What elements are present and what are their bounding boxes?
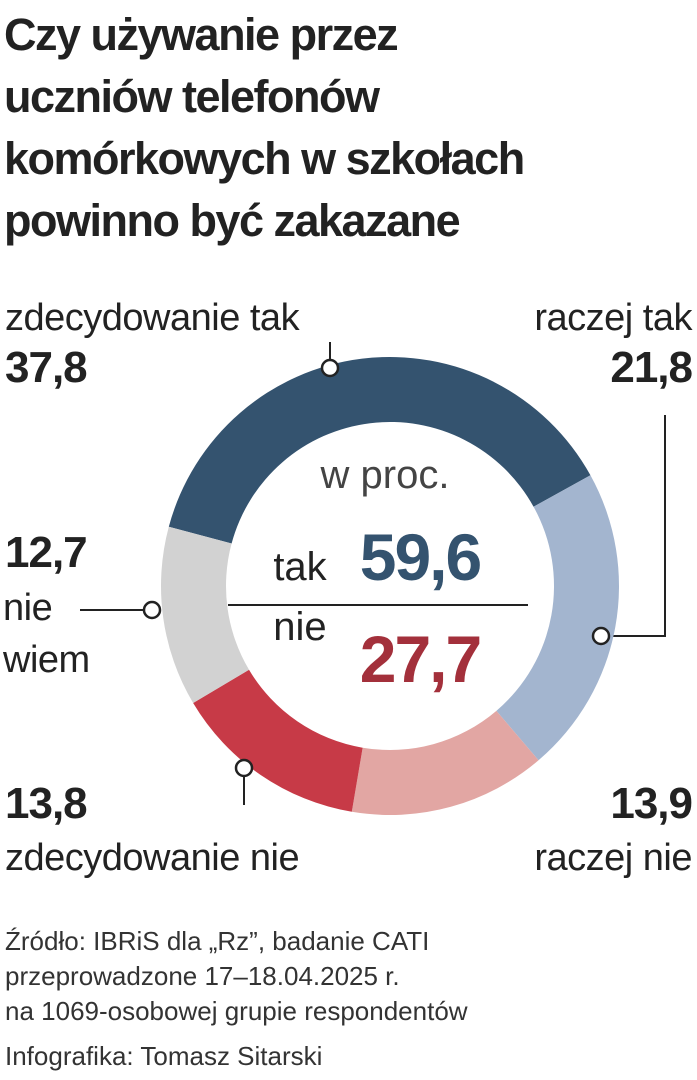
- title-line: komórkowych w szkołach: [4, 133, 524, 184]
- segment: [193, 669, 363, 812]
- category-label: raczej tak: [534, 297, 693, 339]
- leader: [609, 415, 666, 637]
- marker: [234, 758, 254, 778]
- segment: [168, 356, 591, 544]
- title-line: uczniów telefonów: [4, 71, 381, 122]
- center-label: w proc.: [320, 453, 450, 497]
- marker: [142, 600, 162, 620]
- title-line: powinno być zakazane: [4, 195, 460, 246]
- value-label: 12,7: [5, 528, 87, 577]
- title: Czy używanie przez uczniów telefonów komór…: [4, 9, 525, 246]
- marker: [320, 358, 340, 378]
- value-label: 37,8: [5, 343, 87, 392]
- notes: Źródło: IBRiS dla „Rz”, badanie CATI prze…: [5, 926, 468, 1071]
- credit: Infografika: Tomasz Sitarski: [5, 1041, 322, 1071]
- segment: [351, 710, 539, 815]
- leaders: [80, 342, 666, 805]
- markers: [142, 358, 611, 778]
- summary: tak 59,6 nie 27,7: [273, 520, 482, 696]
- note: na 1069-osobowej grupie respondentów: [5, 996, 468, 1026]
- marker: [591, 626, 611, 646]
- donut: [161, 356, 620, 815]
- category-label-box: nie wiem: [3, 587, 90, 681]
- summary-value: 59,6: [360, 520, 481, 594]
- category-label: zdecydowanie tak: [5, 297, 301, 339]
- segment: [161, 526, 250, 703]
- category-label: nie wiem: [3, 587, 90, 681]
- note: przeprowadzone 17–18.04.2025 r.: [5, 961, 400, 991]
- category-label: raczej nie: [534, 837, 692, 879]
- summary-label: tak: [273, 545, 327, 589]
- category-label: zdecydowanie nie: [5, 837, 299, 879]
- summary-label: nie: [273, 605, 326, 649]
- value-label: 13,8: [5, 779, 87, 828]
- title-line: Czy używanie przez: [4, 9, 397, 60]
- segment: [496, 475, 620, 761]
- value-label: 13,9: [610, 779, 692, 828]
- value-label: 21,8: [610, 343, 692, 392]
- note: Źródło: IBRiS dla „Rz”, badanie CATI: [5, 926, 429, 956]
- summary-value: 27,7: [360, 622, 480, 696]
